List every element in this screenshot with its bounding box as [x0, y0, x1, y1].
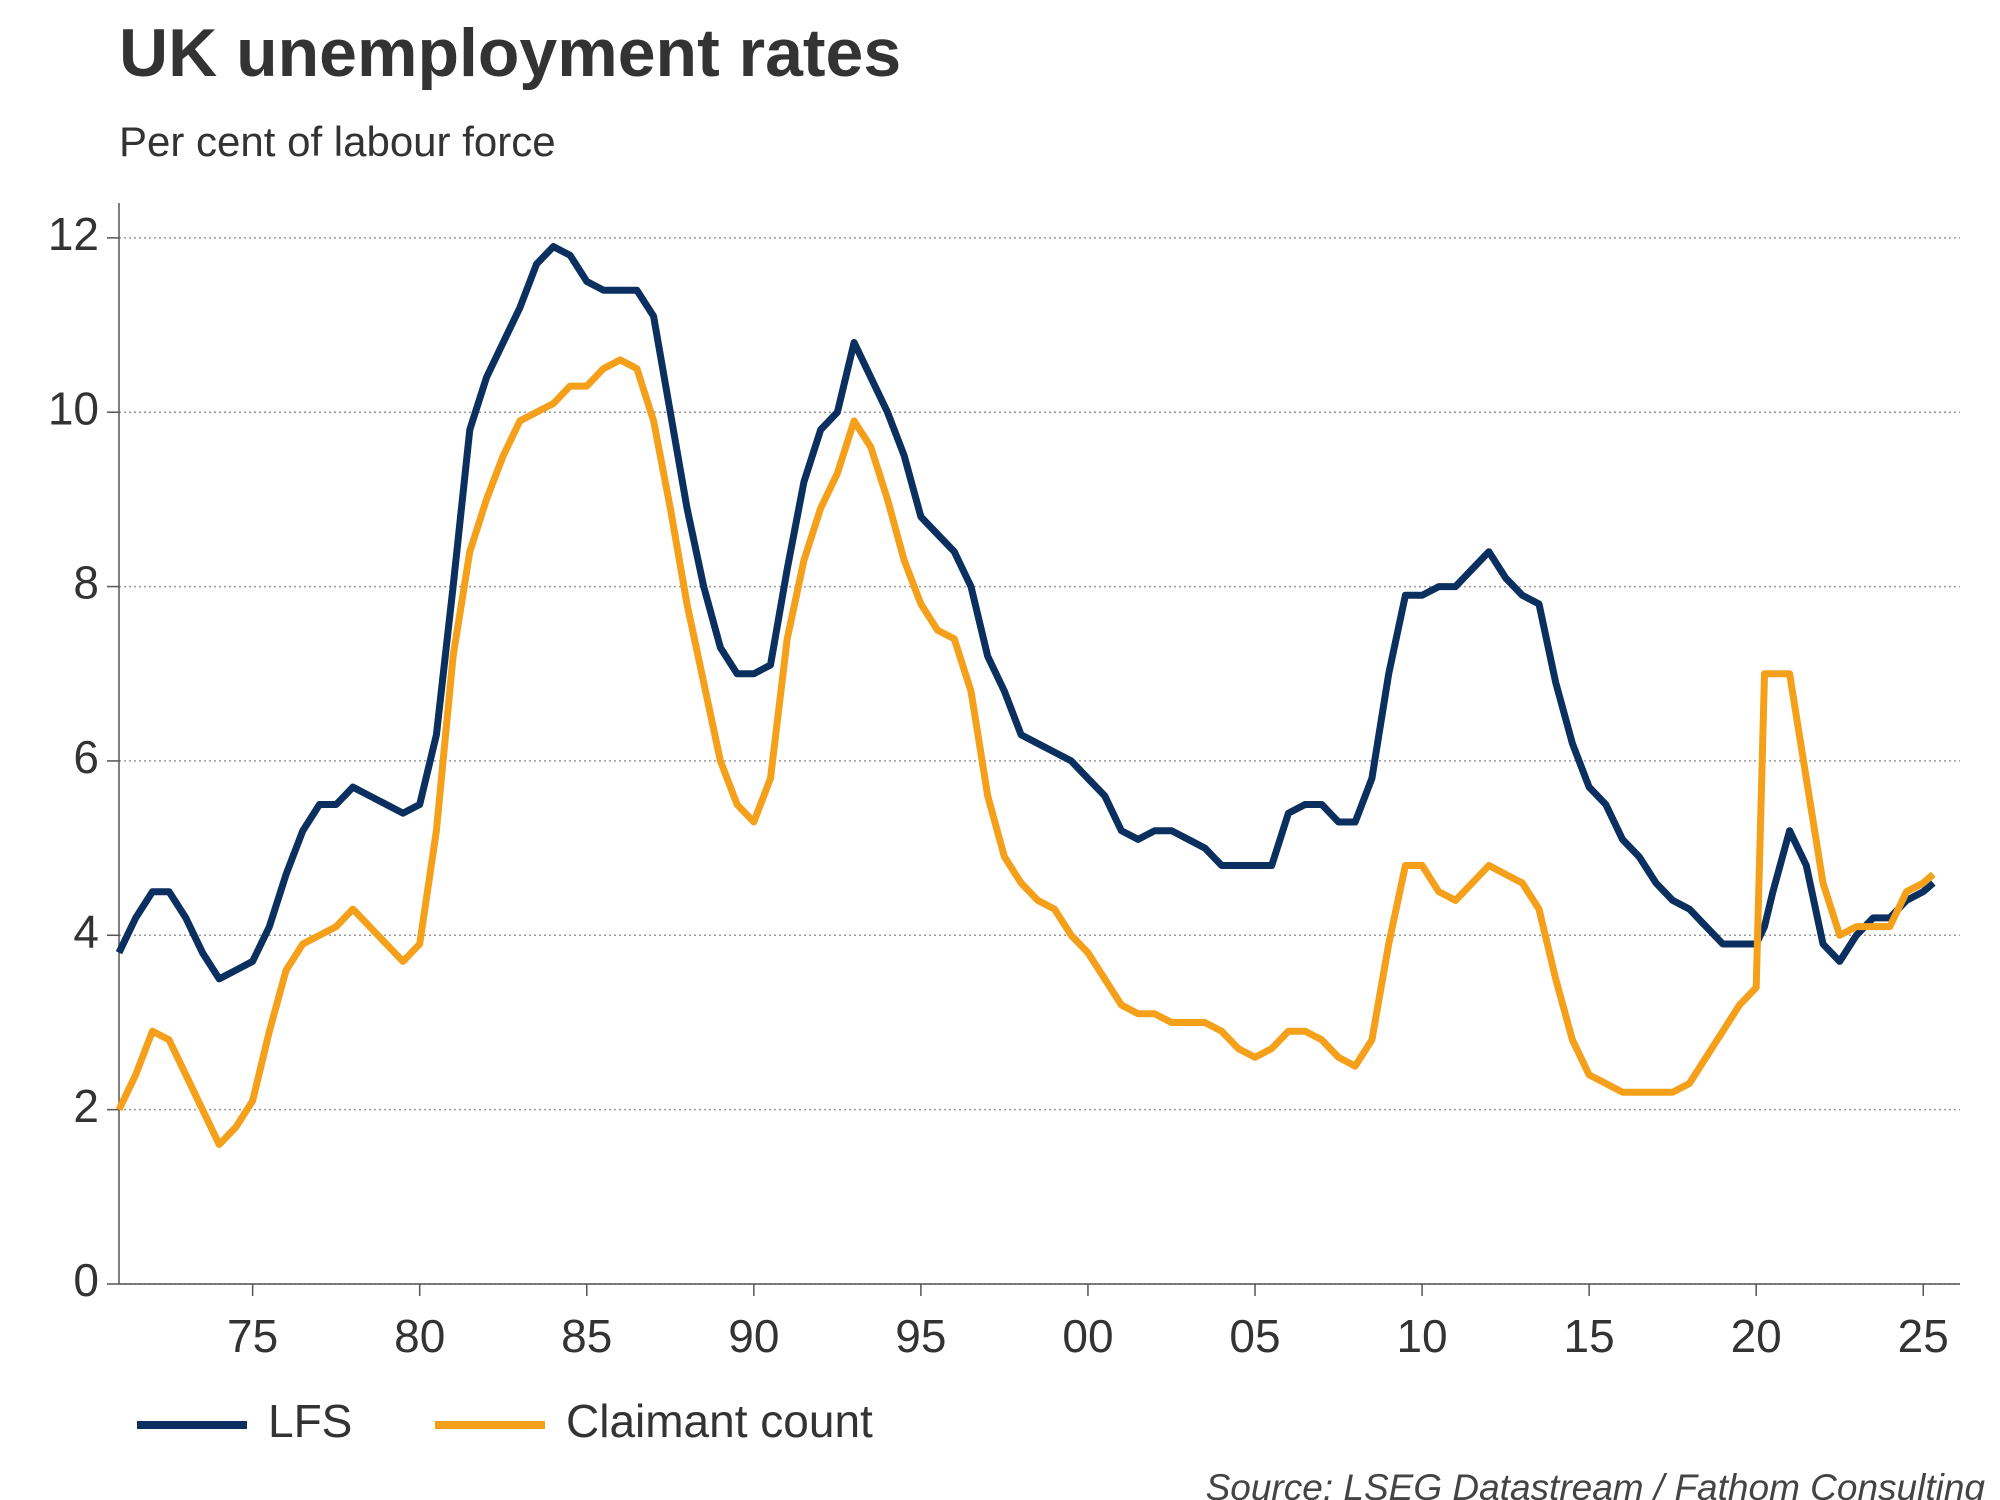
- y-tick-label: 10: [48, 382, 99, 434]
- x-tick-label: 05: [1229, 1310, 1280, 1362]
- chart-title: UK unemployment rates: [119, 15, 901, 91]
- x-tick-label: 00: [1062, 1310, 1113, 1362]
- y-tick-label: 2: [73, 1080, 99, 1132]
- y-tick-label: 6: [73, 731, 99, 783]
- data-line: [115, 356, 1936, 1148]
- x-tick-label: 25: [1898, 1310, 1949, 1362]
- x-tick-label: 80: [394, 1310, 445, 1362]
- legend-label: Claimant count: [566, 1395, 873, 1447]
- x-tick-label: 10: [1396, 1310, 1447, 1362]
- x-tick-label: 90: [728, 1310, 779, 1362]
- x-tick-label: 15: [1564, 1310, 1615, 1362]
- y-tick-label: 8: [73, 557, 99, 609]
- source-note: Source: LSEG Datastream / Fathom Consult…: [1206, 1467, 1986, 1500]
- x-tick-label: 20: [1731, 1310, 1782, 1362]
- x-tick-label: 95: [895, 1310, 946, 1362]
- chart-subtitle: Per cent of labour force: [119, 118, 556, 165]
- y-tick-label: 0: [73, 1254, 99, 1306]
- y-tick-label: 12: [48, 208, 99, 260]
- y-tick-label: 4: [73, 905, 99, 957]
- x-tick-label: 85: [561, 1310, 612, 1362]
- legend-label: LFS: [268, 1395, 352, 1447]
- x-tick-label: 75: [227, 1310, 278, 1362]
- data-line: [115, 243, 1936, 983]
